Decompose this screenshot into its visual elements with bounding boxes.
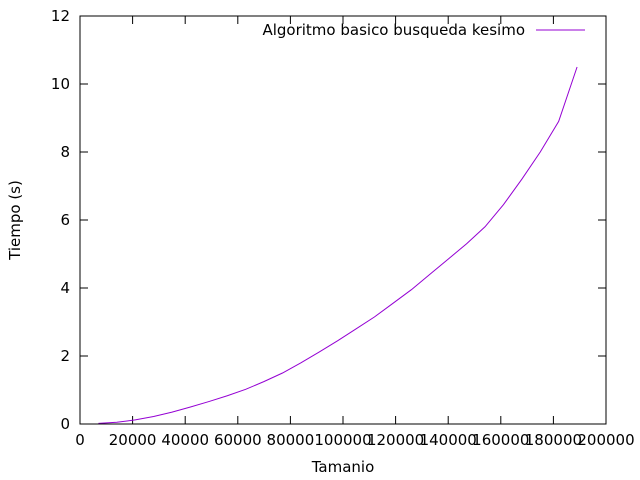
- series-line: [98, 66, 578, 424]
- x-tick-label: 200000: [577, 431, 634, 449]
- x-tick-label: 100000: [314, 431, 371, 449]
- y-axis-label: Tiempo (s): [6, 180, 24, 261]
- y-tick-label: 6: [60, 211, 70, 229]
- legend: Algoritmo basico busqueda kesimo: [262, 21, 585, 39]
- y-tick-label: 4: [60, 279, 70, 297]
- x-tick-label: 140000: [420, 431, 477, 449]
- legend-label: Algoritmo basico busqueda kesimo: [262, 21, 525, 39]
- x-tick-label: 160000: [472, 431, 529, 449]
- x-tick-label: 20000: [109, 431, 157, 449]
- x-axis-label: Tamanio: [311, 458, 375, 476]
- y-tick-label: 8: [60, 143, 70, 161]
- plot-frame: [79, 15, 607, 425]
- x-tick-label: 180000: [525, 431, 582, 449]
- y-tick-label: 10: [51, 75, 70, 93]
- y-tick-label: 12: [51, 7, 70, 25]
- y-tick-label: 2: [60, 347, 70, 365]
- x-tick-label: 40000: [161, 431, 209, 449]
- x-tick-label: 80000: [267, 431, 315, 449]
- axis-ticks: [79, 15, 607, 425]
- x-tick-label: 120000: [367, 431, 424, 449]
- x-tick-label: 60000: [214, 431, 262, 449]
- y-tick-label: 0: [60, 415, 70, 433]
- axis-tick-labels: 0 20000 40000 60000 80000 1000001200001400001…: [51, 7, 635, 449]
- x-tick-label: 0: [75, 431, 85, 449]
- chart-series: [98, 66, 578, 424]
